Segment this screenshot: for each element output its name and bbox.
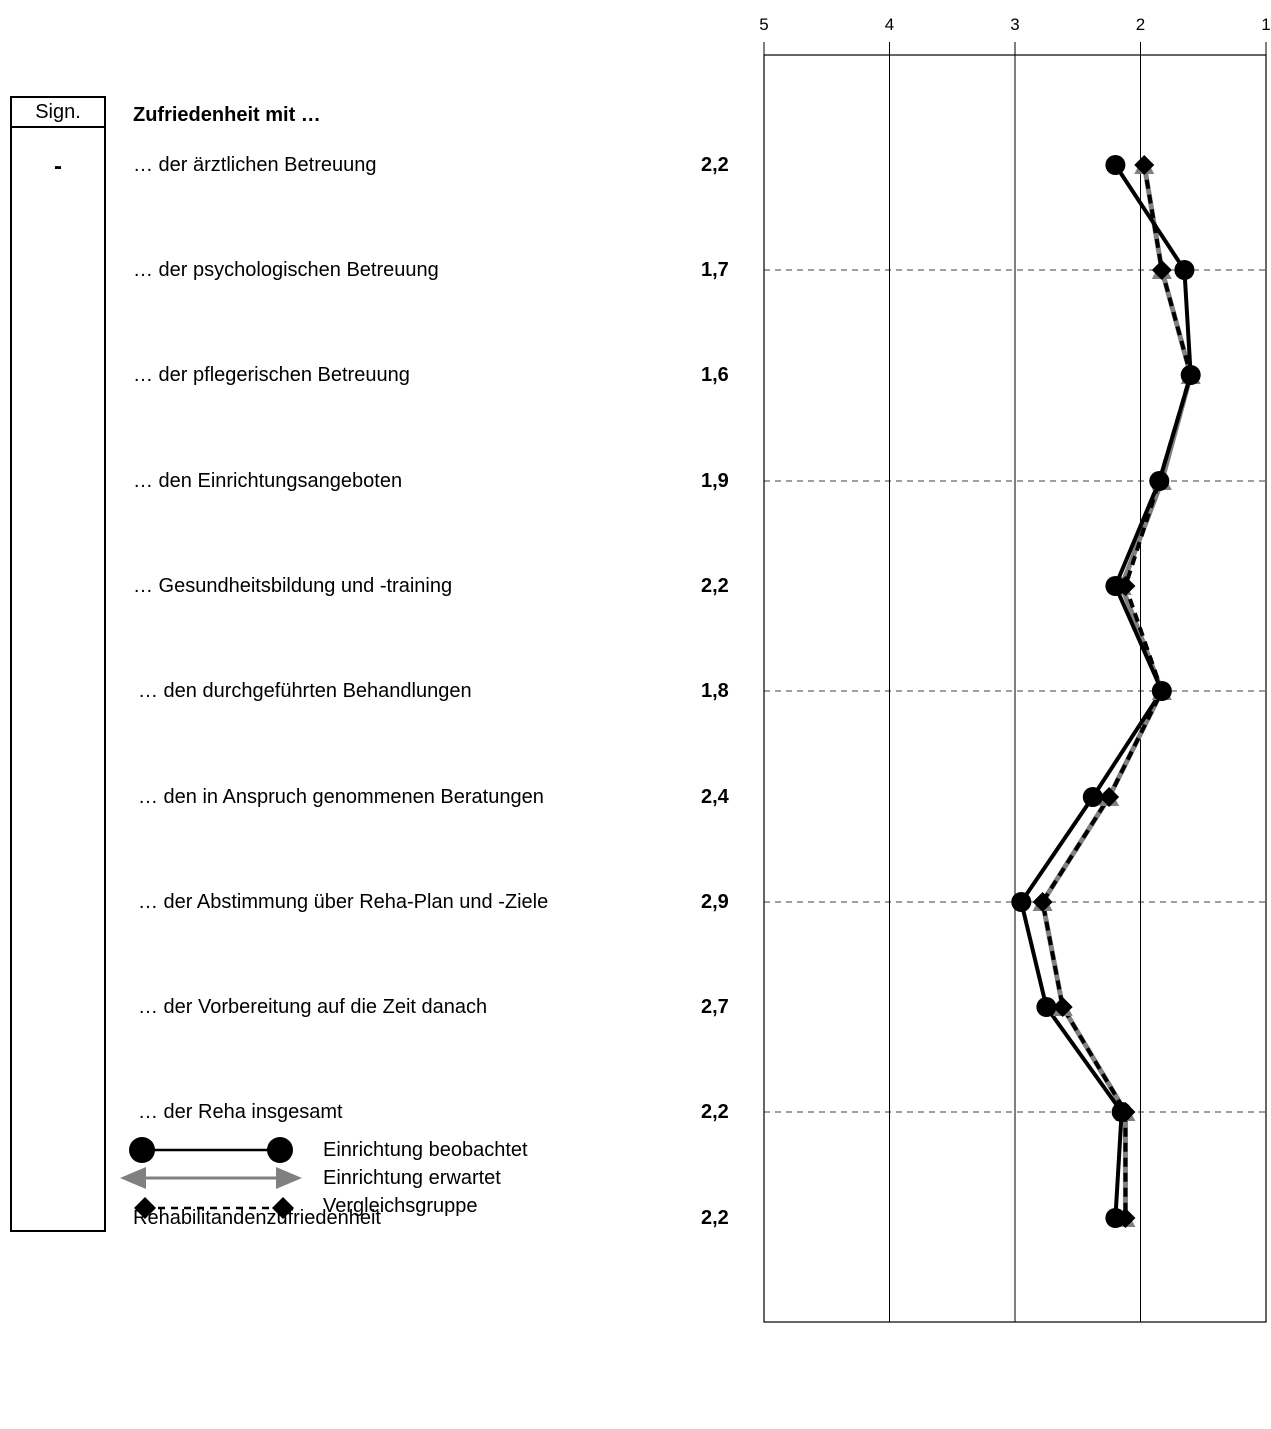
- item-label: … den Einrichtungsangeboten: [133, 470, 403, 492]
- axis-tick-label: 4: [885, 15, 894, 34]
- observed-marker: [1105, 1208, 1126, 1228]
- item-value: 2,7: [701, 996, 729, 1018]
- item-value: 1,7: [701, 259, 729, 281]
- axis-tick-label: 5: [759, 15, 768, 34]
- item-value: 2,2: [701, 575, 729, 597]
- item-label: … den durchgeführten Behandlungen: [138, 680, 472, 702]
- observed-marker: [1105, 576, 1126, 596]
- item-label: … der Abstimmung über Reha-Plan und -Zie…: [138, 891, 549, 913]
- significance-mark: -: [54, 153, 62, 180]
- item-label: … der pflegerischen Betreuung: [133, 364, 410, 386]
- item-label: … der psychologischen Betreuung: [133, 259, 439, 281]
- comparison-marker: [1099, 787, 1120, 807]
- item-label: … der ärztlichen Betreuung: [133, 154, 377, 176]
- legend-circle-icon: [129, 1137, 155, 1163]
- observed-marker: [1174, 260, 1195, 280]
- observed-marker: [1082, 787, 1103, 807]
- observed-marker: [1011, 892, 1032, 912]
- observed-marker: [1111, 1102, 1132, 1122]
- item-label: … den in Anspruch genommenen Beratungen: [138, 786, 544, 808]
- legend-label-comparison: Vergleichsgruppe: [323, 1195, 478, 1217]
- observed-marker: [1036, 997, 1057, 1017]
- item-label: … Gesundheitsbildung und -training: [133, 575, 453, 597]
- significance-column: Sign. -: [10, 96, 106, 1232]
- item-value: 1,6: [701, 364, 729, 386]
- axis-tick-label: 3: [1010, 15, 1019, 34]
- observed-marker: [1180, 365, 1201, 385]
- legend-arrow-left-icon: [120, 1167, 146, 1189]
- axis-tick-label: 2: [1136, 15, 1145, 34]
- significance-header: Sign.: [12, 98, 104, 128]
- legend-label-expected: Einrichtung erwartet: [323, 1167, 501, 1189]
- item-value: 2,9: [701, 891, 729, 913]
- observed-marker: [1149, 471, 1170, 491]
- comparison-marker: [1134, 155, 1155, 175]
- observed-marker: [1151, 681, 1172, 701]
- item-value: 2,2: [701, 154, 729, 176]
- comparison-marker: [1151, 260, 1172, 280]
- item-value: 1,9: [701, 470, 729, 492]
- observed-marker: [1105, 155, 1126, 175]
- legend-arrow-right-icon: [276, 1167, 302, 1189]
- legend-circle-icon: [267, 1137, 293, 1163]
- item-label: Rehabilitandenzufriedenheit: [133, 1207, 381, 1229]
- legend-diamond-icon: [272, 1197, 294, 1219]
- item-value: 2,2: [701, 1207, 729, 1229]
- item-label: … der Reha insgesamt: [138, 1101, 343, 1123]
- axis-tick-label: 1: [1261, 15, 1270, 34]
- item-value: 1,8: [701, 680, 729, 702]
- item-value: 2,4: [701, 786, 729, 808]
- item-label: … der Vorbereitung auf die Zeit danach: [138, 996, 488, 1018]
- comparison-marker: [1032, 892, 1053, 912]
- item-value: 2,2: [701, 1101, 729, 1123]
- comparison-marker: [1052, 997, 1073, 1017]
- section-title: Zufriedenheit mit …: [133, 104, 321, 126]
- legend-label-observed: Einrichtung beobachtet: [323, 1139, 528, 1161]
- legend-diamond-icon: [134, 1197, 156, 1219]
